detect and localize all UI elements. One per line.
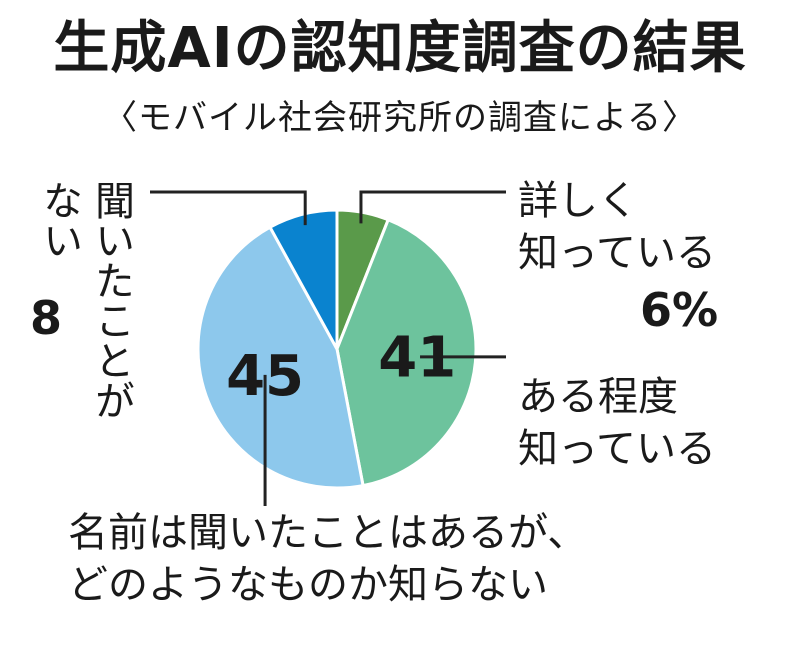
chart-title: 生成AIの認知度調査の結果 [53, 16, 747, 81]
slice-value-name-only: 45 [226, 344, 304, 409]
slice-label-somewhat-line1: ある程度 [518, 374, 678, 420]
slice-value-detailed: 6% [640, 283, 719, 337]
slice-label-never-heard-line1: 聞いたことが [88, 180, 134, 420]
leader-line-never-heard [150, 190, 307, 226]
pie-slice-name-only [196, 225, 365, 490]
chart-subtitle: 〈モバイル社会研究所の調査による〉 [103, 98, 697, 138]
slice-value-somewhat: 41 [378, 326, 456, 391]
slice-value-never-heard: 8 [30, 291, 63, 345]
pie-slice-somewhat [335, 217, 478, 488]
slice-label-never-heard-line2: ない [36, 180, 82, 260]
leader-line-detailed [359, 190, 506, 224]
slice-label-name-only-line1: 名前は聞いたことはあるが、 [68, 510, 588, 556]
slice-label-somewhat-line2: 知っている [518, 426, 716, 472]
slice-label-name-only-line2: どのようなものか知らない [68, 562, 548, 608]
slice-label-detailed-line1: 詳しく [518, 178, 638, 224]
slice-label-detailed-line2: 知っている [518, 230, 716, 276]
pie-slice-never-heard [267, 208, 339, 350]
